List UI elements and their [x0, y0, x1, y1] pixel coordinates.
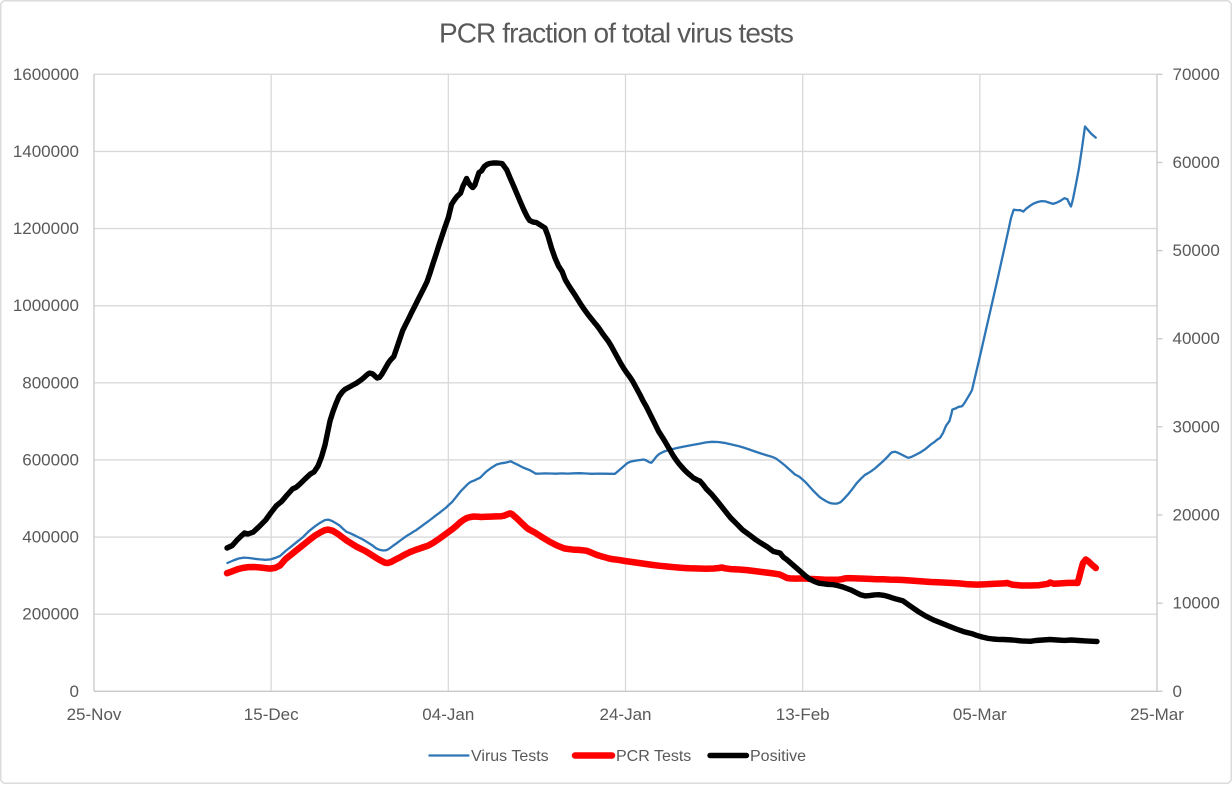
svg-text:1400000: 1400000 [13, 142, 79, 161]
svg-text:05-Mar: 05-Mar [953, 705, 1007, 724]
svg-text:30000: 30000 [1173, 417, 1220, 436]
svg-text:04-Jan: 04-Jan [422, 705, 474, 724]
svg-text:25-Mar: 25-Mar [1130, 705, 1184, 724]
svg-text:24-Jan: 24-Jan [600, 705, 652, 724]
svg-text:0: 0 [70, 682, 79, 701]
svg-text:13-Feb: 13-Feb [776, 705, 830, 724]
svg-text:0: 0 [1173, 682, 1182, 701]
svg-text:40000: 40000 [1173, 329, 1220, 348]
svg-text:25-Nov: 25-Nov [67, 705, 122, 724]
svg-text:15-Dec: 15-Dec [244, 705, 299, 724]
svg-text:20000: 20000 [1173, 506, 1220, 525]
svg-text:Positive: Positive [750, 748, 806, 765]
svg-text:1200000: 1200000 [13, 219, 79, 238]
svg-text:60000: 60000 [1173, 153, 1220, 172]
svg-text:1000000: 1000000 [13, 296, 79, 315]
svg-text:10000: 10000 [1173, 594, 1220, 613]
svg-text:600000: 600000 [22, 450, 79, 469]
svg-text:70000: 70000 [1173, 65, 1220, 84]
svg-text:PCR Tests: PCR Tests [616, 748, 691, 765]
svg-text:400000: 400000 [22, 528, 79, 547]
svg-text:PCR fraction of total virus te: PCR fraction of total virus tests [439, 18, 793, 49]
svg-text:50000: 50000 [1173, 241, 1220, 260]
svg-text:1600000: 1600000 [13, 65, 79, 84]
svg-text:200000: 200000 [22, 605, 79, 624]
svg-text:Virus Tests: Virus Tests [471, 748, 549, 765]
svg-text:800000: 800000 [22, 373, 79, 392]
